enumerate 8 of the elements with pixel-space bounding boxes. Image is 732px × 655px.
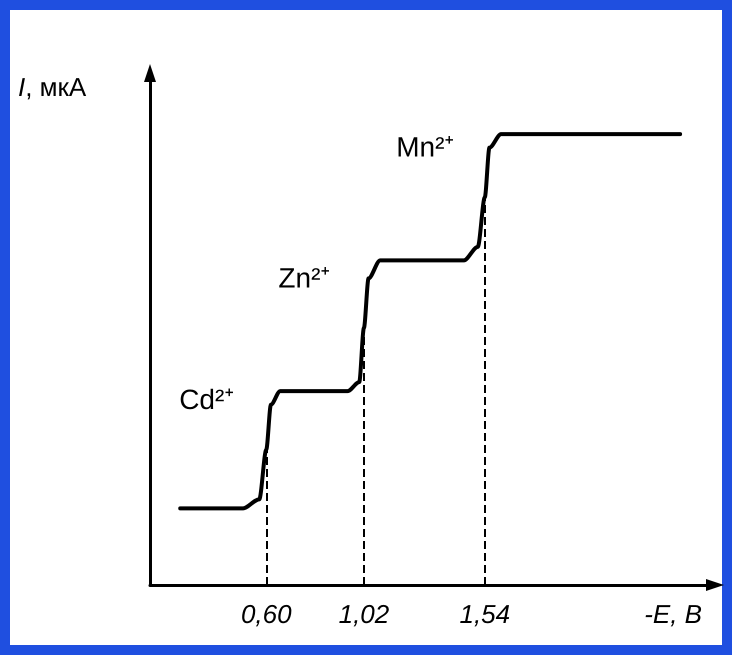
annotation: Mn²⁺ (396, 132, 454, 163)
x-tick-label: 1,54 (459, 599, 510, 629)
x-axis-title: -E, В (644, 599, 702, 629)
annotation: Zn²⁺ (278, 262, 330, 294)
x-tick-label: 1,02 (338, 599, 390, 629)
y-axis-title: I, мкА (18, 72, 87, 102)
x-tick-label: 0,60 (240, 599, 292, 629)
annotation: Cd²⁺ (179, 384, 234, 416)
